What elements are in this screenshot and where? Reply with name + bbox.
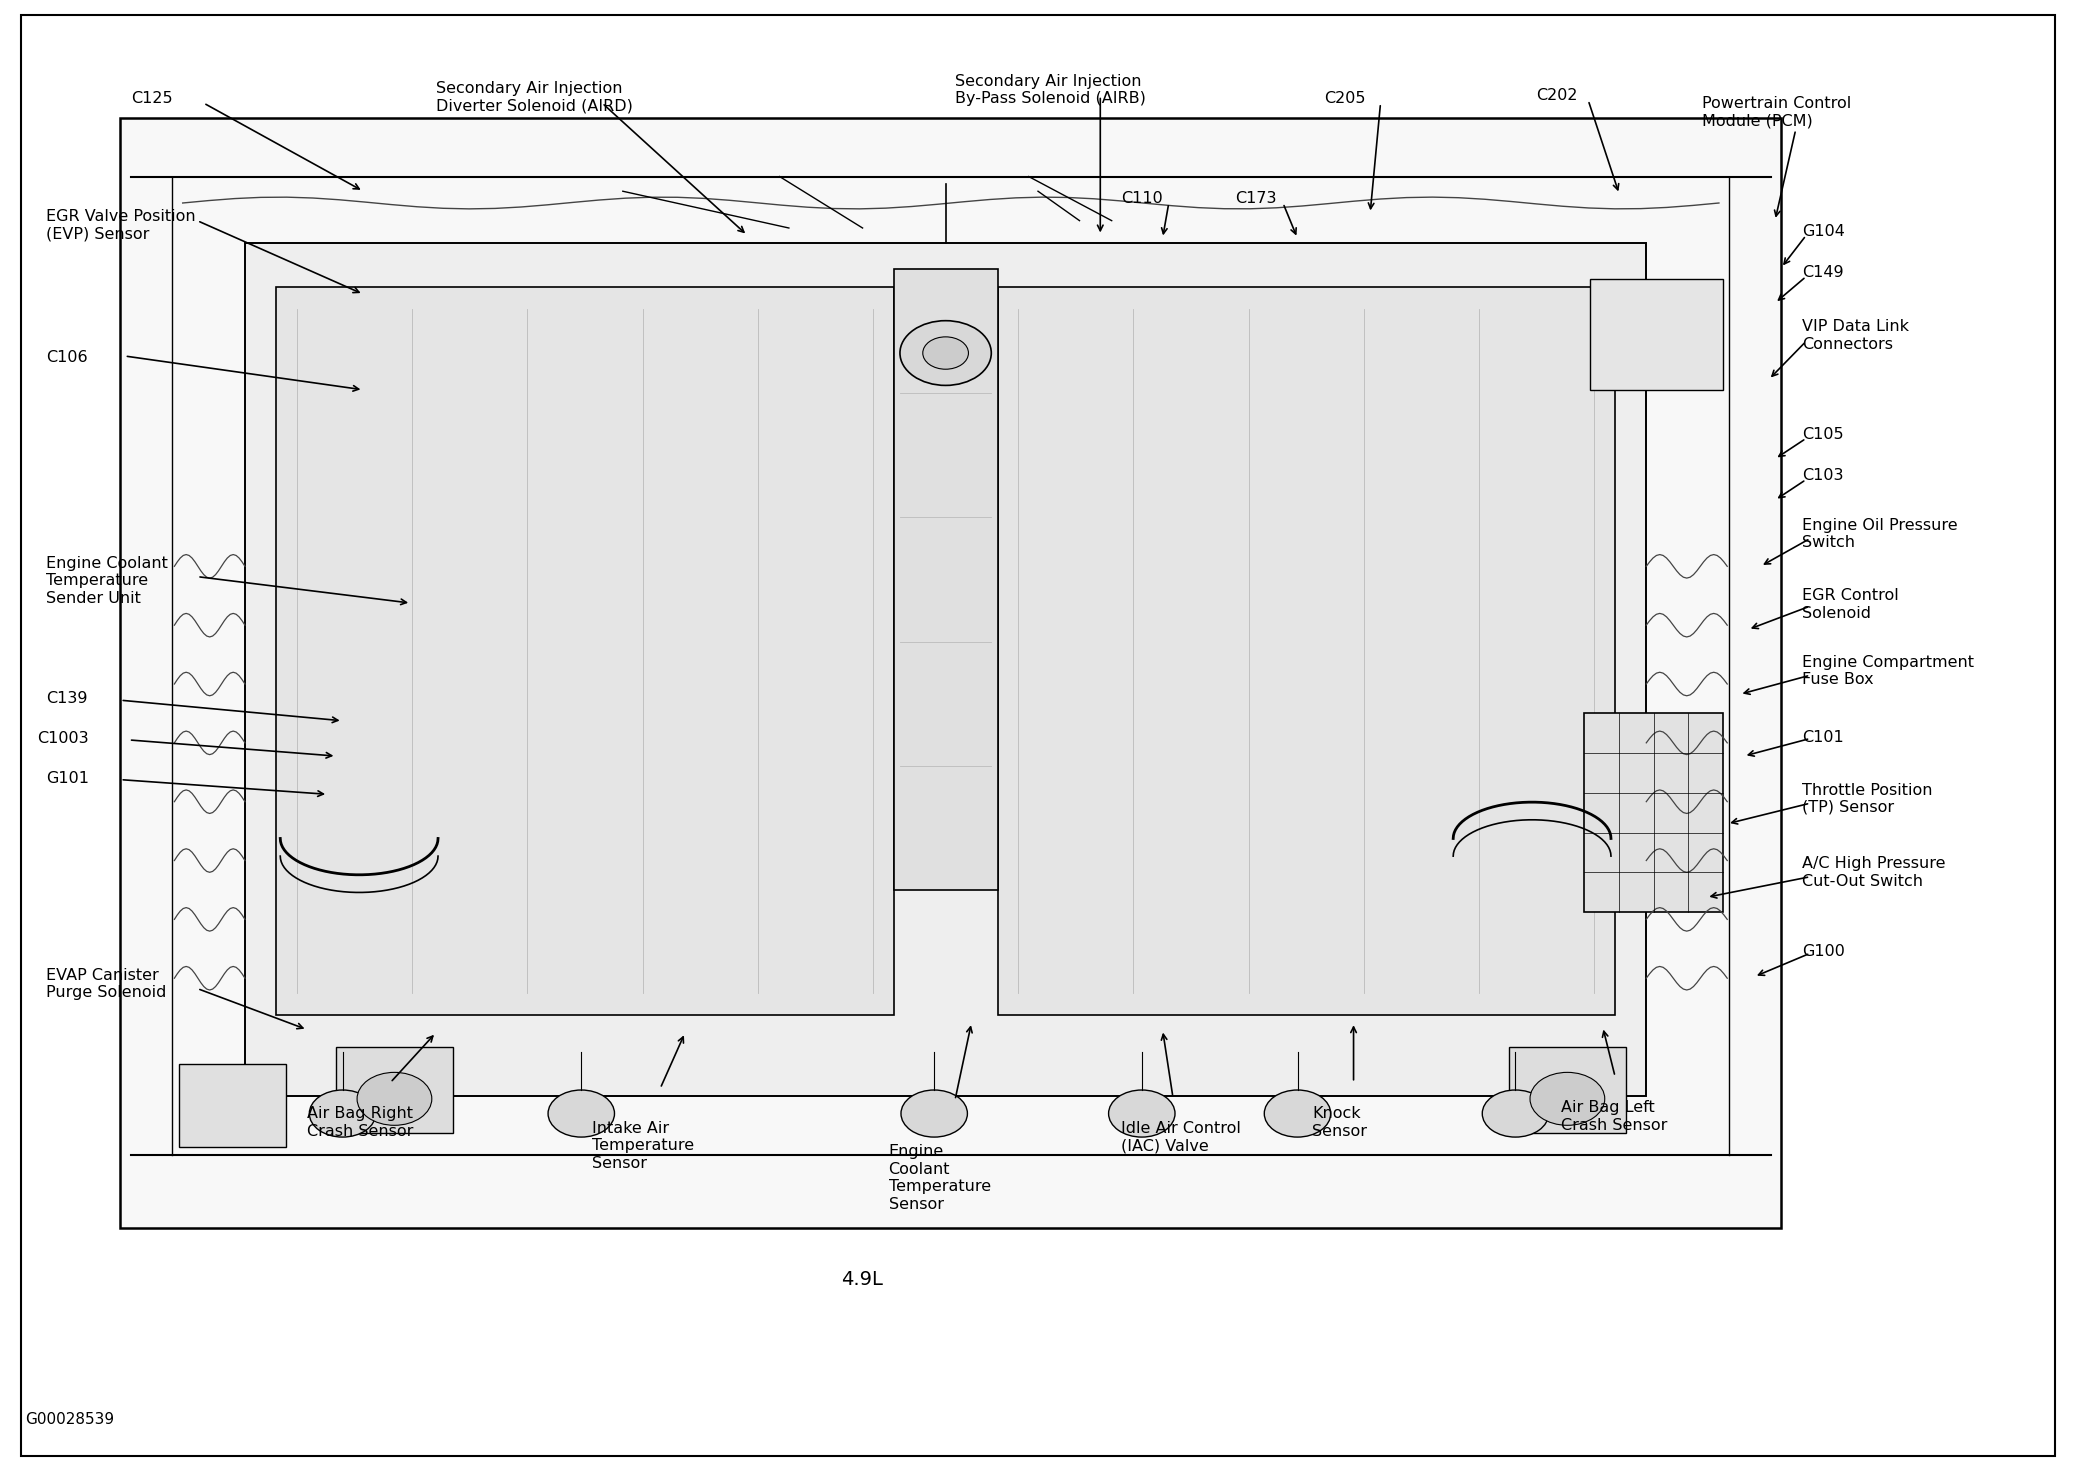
Text: Secondary Air Injection
Diverter Solenoid (AIRD): Secondary Air Injection Diverter Solenoi… [436,81,633,113]
Text: A/C High Pressure
Cut-Out Switch: A/C High Pressure Cut-Out Switch [1802,856,1945,888]
Text: G100: G100 [1802,944,1846,959]
Bar [996,287,1615,1015]
Text: C173: C173 [1235,191,1277,206]
Text: G101: G101 [46,771,89,786]
Text: C110: C110 [1121,191,1163,206]
Text: C139: C139 [46,691,87,706]
Circle shape [1109,1090,1175,1137]
Text: Air Bag Right
Crash Sensor: Air Bag Right Crash Sensor [307,1106,413,1139]
Text: C106: C106 [46,350,87,365]
Bar [893,269,996,890]
Text: G104: G104 [1802,224,1846,238]
Bar [1590,279,1723,390]
Text: Air Bag Left
Crash Sensor: Air Bag Left Crash Sensor [1561,1100,1667,1133]
Text: EGR Valve Position
(EVP) Sensor: EGR Valve Position (EVP) Sensor [46,209,195,241]
Text: C202: C202 [1536,88,1578,103]
Text: Knock
Sensor: Knock Sensor [1312,1106,1366,1139]
Text: G00028539: G00028539 [25,1412,114,1427]
Bar [179,1064,286,1147]
Text: C101: C101 [1802,730,1843,744]
Circle shape [1264,1090,1331,1137]
Text: Engine Compartment
Fuse Box: Engine Compartment Fuse Box [1802,655,1974,687]
Bar [1584,713,1723,912]
Circle shape [1482,1090,1549,1137]
Text: C205: C205 [1324,91,1366,106]
Circle shape [548,1090,614,1137]
Text: 4.9L: 4.9L [841,1271,882,1289]
Text: C105: C105 [1802,427,1843,441]
Text: C103: C103 [1802,468,1843,482]
Text: Engine
Coolant
Temperature
Sensor: Engine Coolant Temperature Sensor [889,1144,990,1212]
Text: Powertrain Control
Module (PCM): Powertrain Control Module (PCM) [1702,96,1852,128]
Text: C149: C149 [1802,265,1843,279]
Bar [336,1047,453,1133]
Circle shape [901,1090,967,1137]
Circle shape [922,337,967,369]
Bar [120,118,1781,1228]
Text: Engine Oil Pressure
Switch: Engine Oil Pressure Switch [1802,518,1958,550]
Text: Throttle Position
(TP) Sensor: Throttle Position (TP) Sensor [1802,783,1933,815]
Text: Idle Air Control
(IAC) Valve: Idle Air Control (IAC) Valve [1121,1121,1241,1153]
Bar [276,287,893,1015]
Text: Secondary Air Injection
By-Pass Solenoid (AIRB): Secondary Air Injection By-Pass Solenoid… [955,74,1146,106]
Text: C125: C125 [131,91,172,106]
Text: Intake Air
Temperature
Sensor: Intake Air Temperature Sensor [592,1121,693,1171]
Circle shape [309,1090,376,1137]
Text: Engine Coolant
Temperature
Sender Unit: Engine Coolant Temperature Sender Unit [46,556,168,606]
Bar [1509,1047,1626,1133]
Bar [245,243,1646,1096]
Circle shape [357,1072,432,1125]
Text: EGR Control
Solenoid: EGR Control Solenoid [1802,588,1900,621]
Circle shape [1530,1072,1605,1125]
Text: VIP Data Link
Connectors: VIP Data Link Connectors [1802,319,1910,352]
Text: EVAP Canister
Purge Solenoid: EVAP Canister Purge Solenoid [46,968,166,1000]
Text: C1003: C1003 [37,731,89,746]
Circle shape [899,321,992,385]
